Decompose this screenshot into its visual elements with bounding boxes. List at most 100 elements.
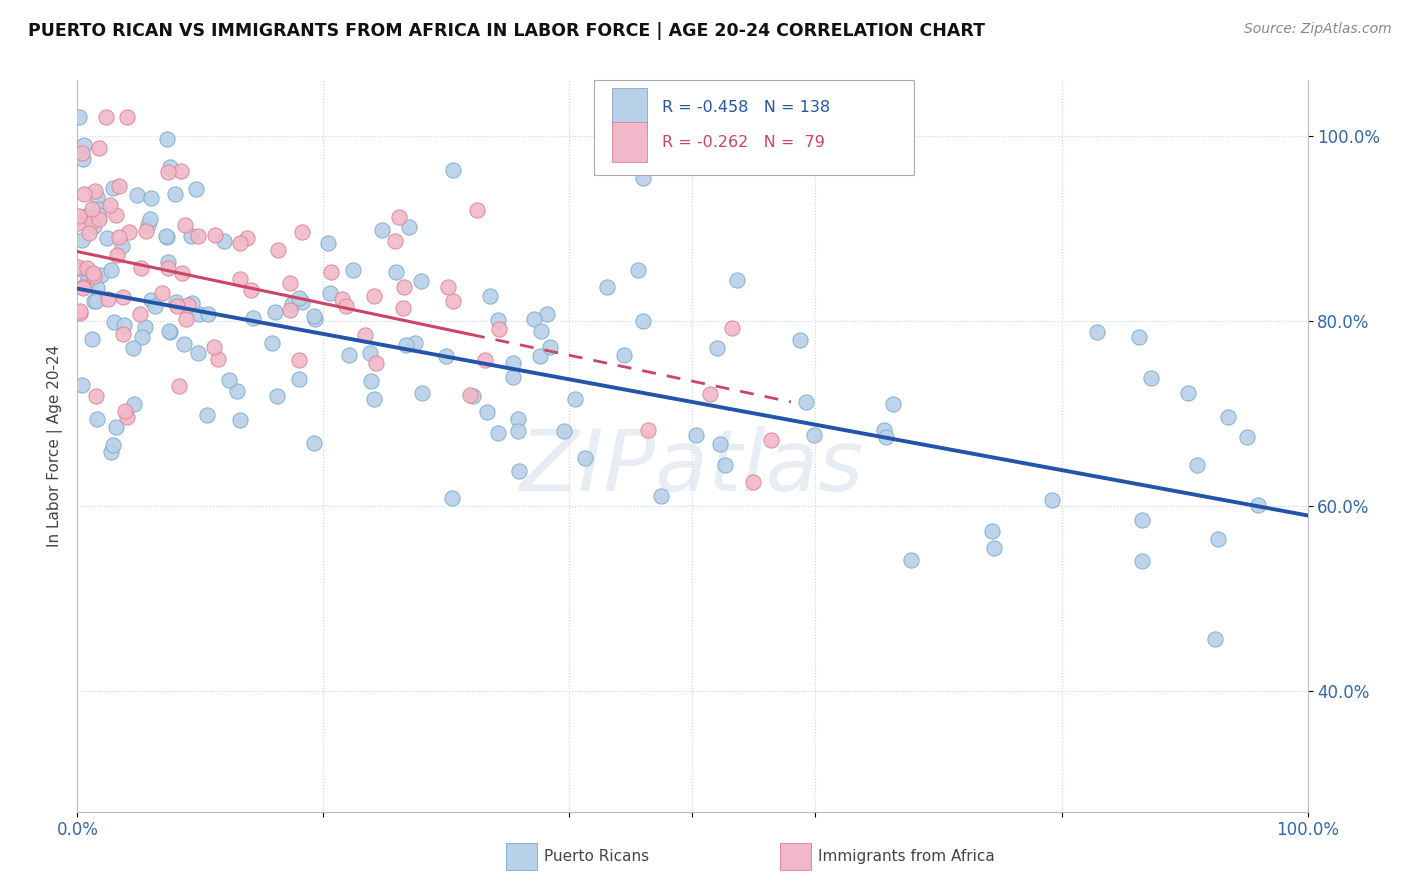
FancyBboxPatch shape — [595, 80, 914, 176]
Point — [100, 445, 122, 459]
Text: PUERTO RICAN VS IMMIGRANTS FROM AFRICA IN LABOR FORCE | AGE 20-24 CORRELATION CH: PUERTO RICAN VS IMMIGRANTS FROM AFRICA I… — [28, 22, 986, 40]
Point — [229, 272, 252, 286]
Point — [538, 340, 561, 354]
Point — [240, 283, 263, 297]
Point — [794, 395, 817, 409]
Point — [103, 315, 125, 329]
Point — [117, 225, 139, 239]
Point — [98, 197, 121, 211]
Point — [131, 330, 153, 344]
Point — [174, 312, 197, 326]
Point — [1216, 409, 1239, 424]
Point — [80, 215, 103, 229]
Point — [184, 182, 207, 196]
Point — [266, 389, 288, 403]
Point — [882, 397, 904, 411]
Point — [502, 356, 524, 370]
Point — [156, 229, 179, 244]
Point — [107, 179, 129, 194]
FancyBboxPatch shape — [613, 122, 647, 162]
Point — [304, 311, 326, 326]
Point — [104, 208, 127, 222]
Point — [596, 279, 619, 293]
Point — [134, 320, 156, 334]
Point — [86, 281, 108, 295]
Point — [157, 324, 180, 338]
Point — [437, 280, 460, 294]
Point — [465, 202, 488, 217]
Text: ZIPatlas: ZIPatlas — [520, 426, 865, 509]
Point — [725, 273, 748, 287]
Point — [441, 294, 464, 309]
Point — [115, 111, 138, 125]
Point — [115, 409, 138, 424]
Point — [398, 219, 420, 234]
Point — [631, 170, 654, 185]
Point — [70, 378, 93, 392]
Point — [1085, 325, 1108, 339]
Point — [89, 202, 111, 217]
Point — [337, 348, 360, 362]
Point — [66, 260, 89, 274]
Point — [83, 294, 105, 309]
Point — [360, 374, 382, 388]
Point — [112, 291, 135, 305]
Point — [486, 426, 509, 441]
Point — [319, 285, 342, 300]
Point — [86, 412, 108, 426]
Point — [359, 346, 381, 360]
Point — [353, 327, 375, 342]
Point — [111, 239, 134, 253]
Point — [1247, 498, 1270, 512]
Point — [69, 262, 91, 277]
Point — [195, 408, 218, 422]
Point — [100, 263, 122, 277]
Point — [112, 318, 135, 332]
Point — [166, 299, 188, 313]
Point — [392, 301, 415, 316]
Point — [173, 337, 195, 351]
Point — [156, 260, 179, 275]
Point — [90, 268, 112, 282]
Text: Source: ZipAtlas.com: Source: ZipAtlas.com — [1244, 22, 1392, 37]
Point — [281, 297, 304, 311]
Point — [187, 229, 209, 244]
Point — [803, 427, 825, 442]
Point — [79, 274, 101, 288]
Point — [508, 464, 530, 478]
Point — [156, 132, 179, 146]
Point — [613, 348, 636, 362]
Point — [1206, 533, 1229, 547]
Point — [441, 491, 464, 506]
Point — [761, 434, 783, 448]
Point — [983, 541, 1005, 556]
Point — [180, 229, 202, 244]
Point — [170, 266, 193, 280]
Point — [980, 524, 1002, 538]
Point — [108, 230, 131, 244]
Point — [441, 162, 464, 177]
Point — [204, 227, 226, 242]
Point — [288, 291, 311, 305]
Point — [900, 553, 922, 567]
Point — [1204, 632, 1226, 647]
Point — [87, 141, 110, 155]
Point — [87, 208, 110, 222]
Point — [713, 458, 735, 473]
Point — [1040, 493, 1063, 508]
Point — [458, 388, 481, 402]
Point — [278, 276, 301, 290]
Text: R = -0.458   N = 138: R = -0.458 N = 138 — [662, 100, 830, 115]
Point — [105, 248, 128, 262]
Text: Puerto Ricans: Puerto Ricans — [544, 849, 650, 863]
Point — [96, 111, 118, 125]
Point — [169, 164, 191, 178]
Point — [218, 373, 240, 387]
Point — [229, 413, 252, 427]
Point — [474, 352, 496, 367]
Point — [404, 336, 426, 351]
Point — [530, 324, 553, 338]
Point — [637, 423, 659, 437]
Point — [699, 387, 721, 401]
Point — [335, 299, 357, 313]
